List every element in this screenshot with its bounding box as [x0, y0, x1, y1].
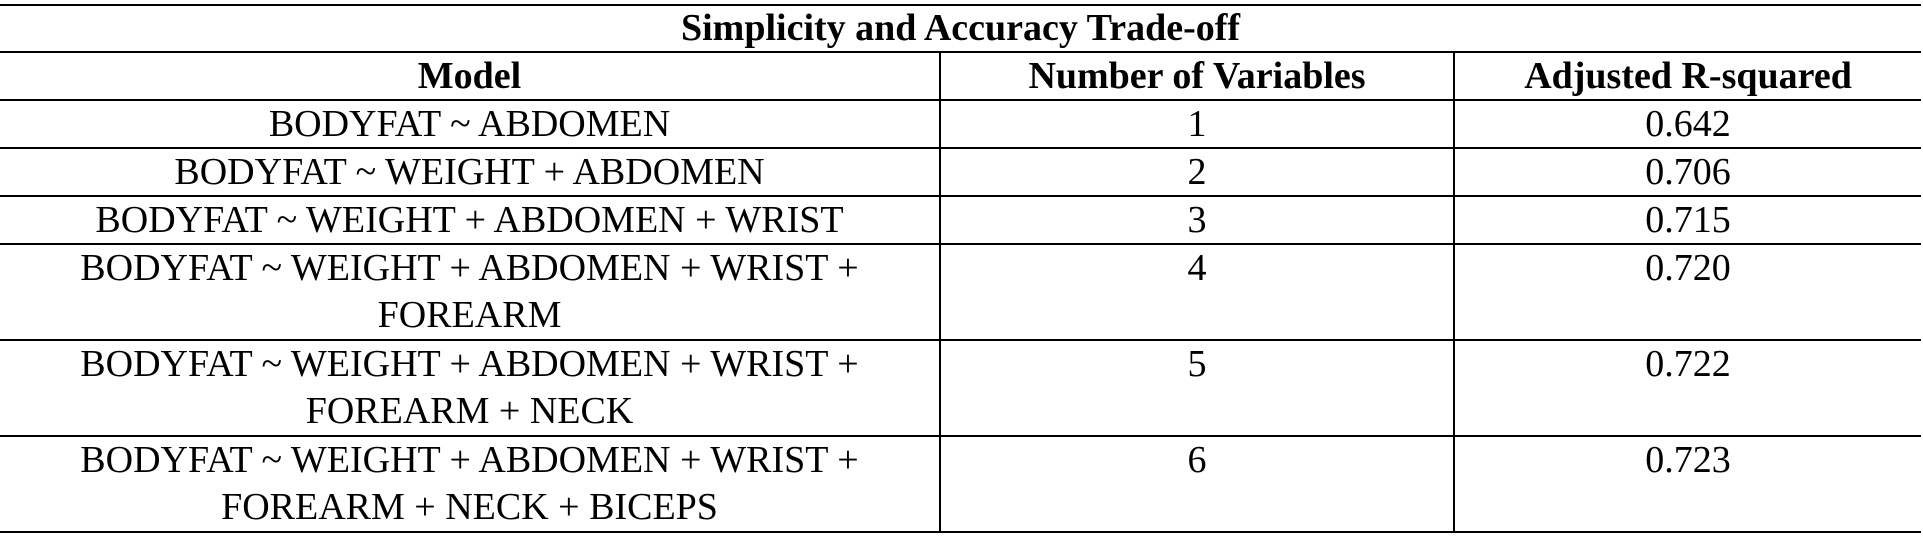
table-row: BODYFAT ~ WEIGHT + ABDOMEN 2 0.706 — [0, 147, 1922, 197]
adj-r2-cell: 0.720 — [1452, 243, 1922, 341]
header-model: Model — [0, 51, 941, 101]
model-formula: BODYFAT ~ WEIGHT + ABDOMEN + WRIST + FOR… — [80, 343, 859, 432]
adj-r2-cell: 0.706 — [1452, 147, 1922, 197]
model-cell: BODYFAT ~ WEIGHT + ABDOMEN + WRIST + FOR… — [0, 339, 941, 437]
table-header-row: Model Number of Variables Adjusted R-squ… — [0, 51, 1922, 101]
table-row: BODYFAT ~ WEIGHT + ABDOMEN + WRIST + FOR… — [0, 435, 1922, 533]
tradeoff-table: Simplicity and Accuracy Trade-off Model … — [0, 4, 1922, 533]
adj-r2-cell: 0.642 — [1452, 99, 1922, 149]
model-formula: BODYFAT ~ WEIGHT + ABDOMEN + WRIST + FOR… — [80, 247, 859, 336]
num-vars-cell: 3 — [939, 195, 1455, 245]
model-cell: BODYFAT ~ WEIGHT + ABDOMEN — [0, 147, 941, 197]
table-row: BODYFAT ~ WEIGHT + ABDOMEN + WRIST 3 0.7… — [0, 195, 1922, 245]
model-cell: BODYFAT ~ WEIGHT + ABDOMEN + WRIST + FOR… — [0, 243, 941, 341]
header-number-of-variables: Number of Variables — [939, 51, 1455, 101]
table-row: BODYFAT ~ ABDOMEN 1 0.642 — [0, 99, 1922, 149]
num-vars-cell: 1 — [939, 99, 1455, 149]
num-vars-cell: 2 — [939, 147, 1455, 197]
header-adjusted-r-squared: Adjusted R-squared — [1452, 51, 1922, 101]
model-cell: BODYFAT ~ ABDOMEN — [0, 99, 941, 149]
model-cell: BODYFAT ~ WEIGHT + ABDOMEN + WRIST — [0, 195, 941, 245]
num-vars-cell: 4 — [939, 243, 1455, 341]
model-cell: BODYFAT ~ WEIGHT + ABDOMEN + WRIST + FOR… — [0, 435, 941, 533]
model-formula: BODYFAT ~ WEIGHT + ABDOMEN + WRIST — [95, 199, 844, 241]
table-row: BODYFAT ~ WEIGHT + ABDOMEN + WRIST + FOR… — [0, 339, 1922, 437]
model-formula: BODYFAT ~ WEIGHT + ABDOMEN — [174, 151, 765, 193]
adj-r2-cell: 0.722 — [1452, 339, 1922, 437]
table-title-row: Simplicity and Accuracy Trade-off — [0, 4, 1922, 53]
adj-r2-cell: 0.715 — [1452, 195, 1922, 245]
num-vars-cell: 6 — [939, 435, 1455, 533]
adj-r2-cell: 0.723 — [1452, 435, 1922, 533]
table-row: BODYFAT ~ WEIGHT + ABDOMEN + WRIST + FOR… — [0, 243, 1922, 341]
num-vars-cell: 5 — [939, 339, 1455, 437]
model-formula: BODYFAT ~ WEIGHT + ABDOMEN + WRIST + FOR… — [80, 439, 859, 528]
model-formula: BODYFAT ~ ABDOMEN — [268, 103, 671, 145]
table-title: Simplicity and Accuracy Trade-off — [0, 4, 1922, 53]
